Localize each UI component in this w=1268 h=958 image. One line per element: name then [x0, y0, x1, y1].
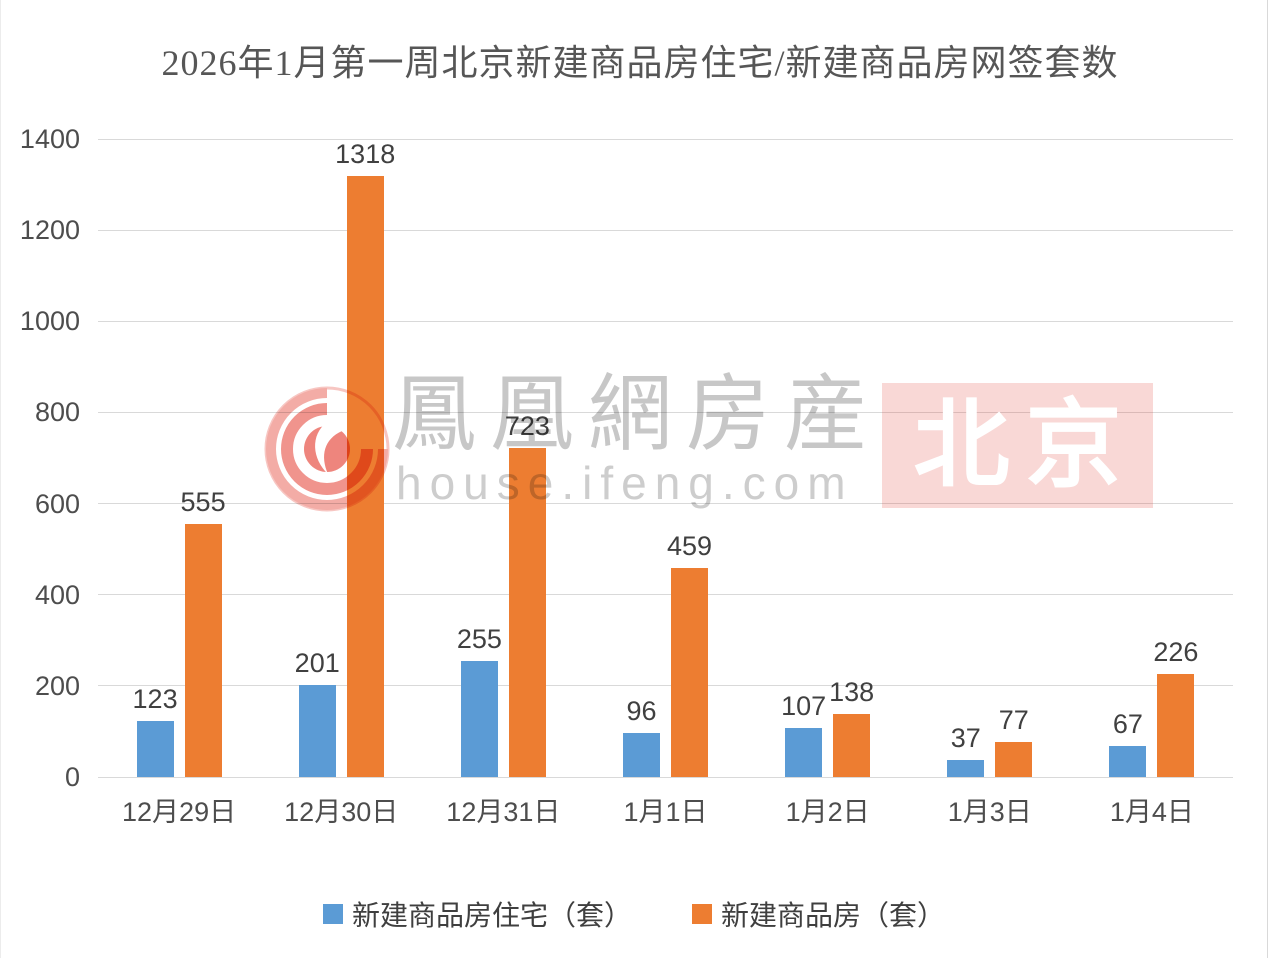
- bar-value-label: 226: [1153, 637, 1199, 668]
- bar-value-label: 723: [504, 410, 550, 441]
- legend-label: 新建商品房（套）: [721, 900, 946, 931]
- bar-12月31日-新建商品房（套）: [508, 447, 546, 777]
- gridline: [98, 685, 1233, 687]
- x-tick-label: 12月30日: [284, 797, 399, 827]
- y-tick-label: 600: [34, 488, 80, 519]
- gridline: [98, 138, 1233, 140]
- bar-1月3日-新建商品房（套）: [995, 741, 1033, 777]
- bar-1月2日-新建商品房（套）: [833, 714, 871, 777]
- x-tick-label: 1月1日: [623, 797, 708, 827]
- bar-value-label: 201: [294, 648, 340, 679]
- bar-12月30日-新建商品房住宅（套）: [298, 685, 336, 777]
- y-tick-label: 200: [34, 670, 80, 701]
- gridline: [98, 503, 1233, 505]
- gridline: [98, 594, 1233, 596]
- y-tick-label: 800: [34, 397, 80, 428]
- bar-value-label: 77: [998, 704, 1029, 735]
- x-axis: 12月29日 12月30日 12月31日 1月1日 1月2日 1月3日 1月4日: [98, 799, 1233, 835]
- gridline: [98, 320, 1233, 322]
- bar-value-label: 96: [626, 696, 657, 727]
- bar-value-label: 67: [1112, 709, 1143, 740]
- bar-value-label: 123: [132, 683, 178, 714]
- x-tick-label: 12月29日: [122, 797, 237, 827]
- plot-area: 123 555 201 1318 255 723 96 459 107 138 37 77 67 226: [98, 138, 1233, 778]
- y-tick-label: 1400: [19, 124, 80, 154]
- bar-12月30日-新建商品房（套）: [346, 176, 384, 777]
- x-tick-label: 1月3日: [947, 797, 1032, 827]
- legend: 新建商品房住宅（套） 新建商品房（套）: [0, 894, 1268, 934]
- bar-1月3日-新建商品房住宅（套）: [947, 760, 985, 777]
- bar-1月1日-新建商品房（套）: [671, 567, 708, 777]
- y-tick-label: 1200: [19, 215, 80, 246]
- bar-value-label: 255: [456, 623, 502, 654]
- bar-12月31日-新建商品房住宅（套）: [460, 660, 498, 777]
- bar-value-label: 107: [781, 691, 827, 722]
- chart-title: 2026年1月第一周北京新建商品房住宅/新建商品房网签套数: [161, 43, 1119, 83]
- gridline: [98, 229, 1233, 231]
- bar-1月4日-新建商品房（套）: [1157, 674, 1195, 777]
- bar-1月2日-新建商品房住宅（套）: [785, 728, 823, 777]
- bar-1月4日-新建商品房住宅（套）: [1109, 746, 1147, 777]
- bar-value-label: 37: [950, 723, 981, 754]
- bar-value-label: 138: [829, 677, 875, 708]
- gridline: [98, 411, 1233, 413]
- bar-value-label: 459: [666, 530, 713, 561]
- x-tick-label: 12月31日: [446, 797, 561, 827]
- bar-12月29日-新建商品房住宅（套）: [136, 720, 174, 777]
- legend-label: 新建商品房住宅（套）: [351, 900, 632, 931]
- bar-1月1日-新建商品房住宅（套）: [623, 733, 660, 777]
- y-tick-label: 1000: [19, 306, 80, 337]
- y-axis: 0 200 400 600 800 1000 1200 1400: [0, 126, 80, 791]
- legend-item: 新建商品房（套）: [692, 894, 945, 934]
- x-tick-label: 1月4日: [1109, 797, 1194, 827]
- gridline: [98, 776, 1233, 778]
- bar-value-label: 1318: [335, 139, 396, 170]
- legend-swatch-icon: [322, 904, 343, 924]
- y-tick-label: 400: [34, 579, 80, 610]
- legend-item: 新建商品房住宅（套）: [322, 894, 632, 934]
- x-tick-label: 1月2日: [785, 797, 870, 827]
- legend-swatch-icon: [692, 904, 712, 924]
- bar-12月29日-新建商品房（套）: [184, 524, 222, 777]
- bar-value-label: 555: [180, 487, 226, 518]
- y-tick-label: 0: [64, 762, 80, 792]
